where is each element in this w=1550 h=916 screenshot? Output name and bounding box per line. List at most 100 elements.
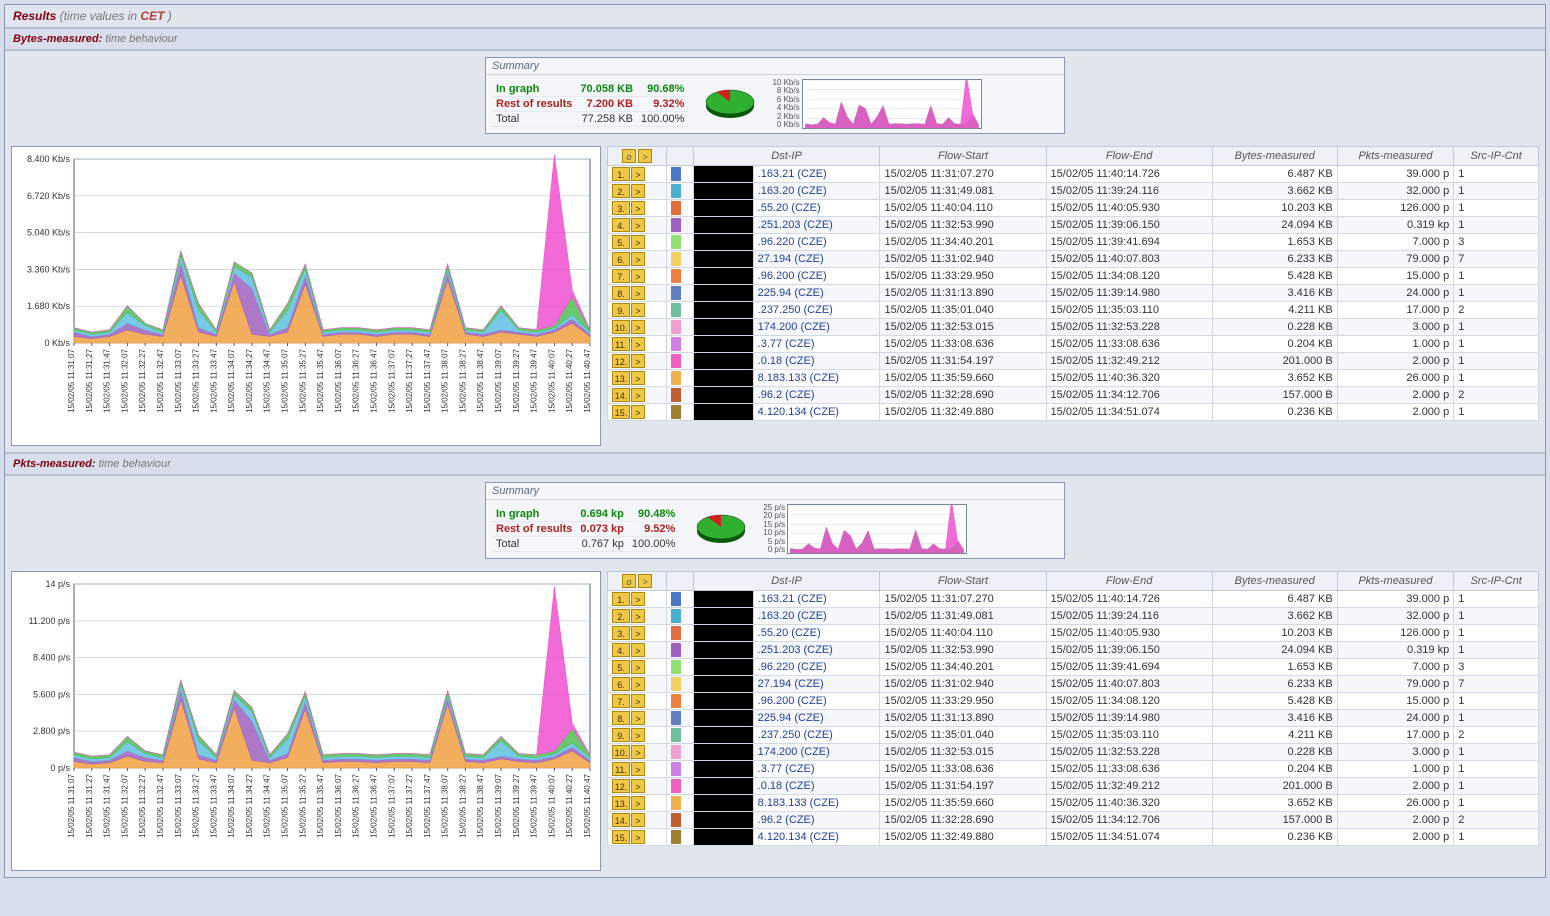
row-arrow-button[interactable]: > [631, 745, 645, 759]
row-arrow-button[interactable]: > [631, 303, 645, 317]
row-arrow-button[interactable]: > [631, 711, 645, 725]
dst-ip[interactable]: .0.18 (CZE) [753, 778, 880, 795]
row-index-button[interactable]: 1. [612, 167, 630, 181]
row-index-button[interactable]: 2. [612, 184, 630, 198]
row-index-button[interactable]: 9. [612, 728, 630, 742]
row-arrow-button[interactable]: > [631, 201, 645, 215]
header-btn[interactable]: o [622, 149, 636, 163]
row-arrow-button[interactable]: > [631, 388, 645, 402]
row-index-button[interactable]: 2. [612, 609, 630, 623]
row-index-button[interactable]: 5. [612, 660, 630, 674]
row-index-button[interactable]: 4. [612, 218, 630, 232]
row-arrow-button[interactable]: > [631, 694, 645, 708]
dst-ip[interactable]: .163.20 (CZE) [753, 608, 880, 625]
row-arrow-button[interactable]: > [631, 252, 645, 266]
row-arrow-button[interactable]: > [631, 830, 645, 844]
dst-ip[interactable]: .163.20 (CZE) [753, 183, 880, 200]
dst-ip[interactable]: 8.183.133 (CZE) [753, 795, 880, 812]
dst-ip[interactable]: .163.21 (CZE) [753, 166, 880, 183]
dst-ip[interactable]: .96.220 (CZE) [753, 234, 880, 251]
header-btn[interactable]: > [638, 574, 652, 588]
col-dst-ip[interactable]: Dst-IP [693, 147, 880, 166]
col-pkts-measured[interactable]: Pkts-measured [1337, 147, 1454, 166]
dst-ip[interactable]: .3.77 (CZE) [753, 336, 880, 353]
row-arrow-button[interactable]: > [631, 269, 645, 283]
row-arrow-button[interactable]: > [631, 286, 645, 300]
col-bytes-measured[interactable]: Bytes-measured [1212, 572, 1337, 591]
dst-ip[interactable]: .0.18 (CZE) [753, 353, 880, 370]
row-index-button[interactable]: 5. [612, 235, 630, 249]
dst-ip[interactable]: .251.203 (CZE) [753, 217, 880, 234]
dst-ip[interactable]: 174.200 (CZE) [753, 319, 880, 336]
col-flow-end[interactable]: Flow-End [1046, 572, 1212, 591]
row-arrow-button[interactable]: > [631, 643, 645, 657]
col-src-ip-cnt[interactable]: Src-IP-Cnt [1454, 572, 1539, 591]
row-index-button[interactable]: 14. [612, 388, 630, 402]
dst-ip[interactable]: 27.194 (CZE) [753, 251, 880, 268]
col-flow-start[interactable]: Flow-Start [880, 147, 1046, 166]
row-arrow-button[interactable]: > [631, 235, 645, 249]
dst-ip[interactable]: .237.250 (CZE) [753, 302, 880, 319]
row-arrow-button[interactable]: > [631, 762, 645, 776]
dst-ip[interactable]: .163.21 (CZE) [753, 591, 880, 608]
dst-ip[interactable]: .251.203 (CZE) [753, 642, 880, 659]
col-src-ip-cnt[interactable]: Src-IP-Cnt [1454, 147, 1539, 166]
dst-ip[interactable]: .96.200 (CZE) [753, 268, 880, 285]
row-arrow-button[interactable]: > [631, 320, 645, 334]
dst-ip[interactable]: .96.200 (CZE) [753, 693, 880, 710]
row-arrow-button[interactable]: > [631, 779, 645, 793]
row-index-button[interactable]: 8. [612, 711, 630, 725]
row-index-button[interactable]: 15. [612, 830, 630, 844]
row-arrow-button[interactable]: > [631, 218, 645, 232]
row-index-button[interactable]: 3. [612, 626, 630, 640]
row-index-button[interactable]: 7. [612, 269, 630, 283]
row-index-button[interactable]: 10. [612, 745, 630, 759]
dst-ip[interactable]: 4.120.134 (CZE) [753, 404, 880, 421]
dst-ip[interactable]: .237.250 (CZE) [753, 727, 880, 744]
row-arrow-button[interactable]: > [631, 626, 645, 640]
col-dst-ip[interactable]: Dst-IP [693, 572, 880, 591]
col-flow-start[interactable]: Flow-Start [880, 572, 1046, 591]
row-arrow-button[interactable]: > [631, 184, 645, 198]
row-index-button[interactable]: 14. [612, 813, 630, 827]
row-index-button[interactable]: 6. [612, 677, 630, 691]
row-index-button[interactable]: 12. [612, 354, 630, 368]
row-index-button[interactable]: 1. [612, 592, 630, 606]
row-index-button[interactable]: 7. [612, 694, 630, 708]
dst-ip[interactable]: 225.94 (CZE) [753, 710, 880, 727]
row-index-button[interactable]: 11. [612, 762, 630, 776]
dst-ip[interactable]: 8.183.133 (CZE) [753, 370, 880, 387]
row-arrow-button[interactable]: > [631, 354, 645, 368]
row-arrow-button[interactable]: > [631, 796, 645, 810]
row-arrow-button[interactable]: > [631, 660, 645, 674]
dst-ip[interactable]: .3.77 (CZE) [753, 761, 880, 778]
header-btn[interactable]: > [638, 149, 652, 163]
row-arrow-button[interactable]: > [631, 813, 645, 827]
row-index-button[interactable]: 13. [612, 796, 630, 810]
col-pkts-measured[interactable]: Pkts-measured [1337, 572, 1454, 591]
row-arrow-button[interactable]: > [631, 728, 645, 742]
row-index-button[interactable]: 11. [612, 337, 630, 351]
dst-ip[interactable]: .96.220 (CZE) [753, 659, 880, 676]
row-arrow-button[interactable]: > [631, 371, 645, 385]
row-arrow-button[interactable]: > [631, 405, 645, 419]
dst-ip[interactable]: 27.194 (CZE) [753, 676, 880, 693]
row-index-button[interactable]: 12. [612, 779, 630, 793]
row-index-button[interactable]: 10. [612, 320, 630, 334]
dst-ip[interactable]: 225.94 (CZE) [753, 285, 880, 302]
row-index-button[interactable]: 13. [612, 371, 630, 385]
col-bytes-measured[interactable]: Bytes-measured [1212, 147, 1337, 166]
row-index-button[interactable]: 8. [612, 286, 630, 300]
dst-ip[interactable]: 4.120.134 (CZE) [753, 829, 880, 846]
row-index-button[interactable]: 15. [612, 405, 630, 419]
row-index-button[interactable]: 3. [612, 201, 630, 215]
dst-ip[interactable]: .55.20 (CZE) [753, 625, 880, 642]
header-btn[interactable]: o [622, 574, 636, 588]
row-index-button[interactable]: 6. [612, 252, 630, 266]
row-arrow-button[interactable]: > [631, 677, 645, 691]
dst-ip[interactable]: .55.20 (CZE) [753, 200, 880, 217]
row-arrow-button[interactable]: > [631, 609, 645, 623]
row-arrow-button[interactable]: > [631, 592, 645, 606]
row-arrow-button[interactable]: > [631, 167, 645, 181]
dst-ip[interactable]: 174.200 (CZE) [753, 744, 880, 761]
